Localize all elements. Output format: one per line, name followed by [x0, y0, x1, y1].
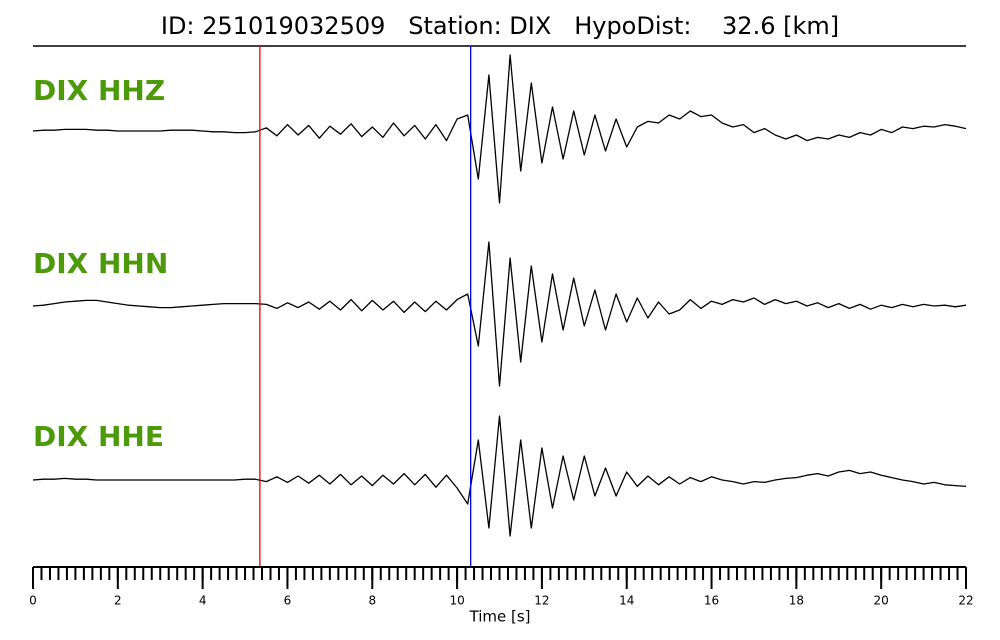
x-tick-label: 14	[619, 594, 634, 608]
trace-label: DIX HHE	[33, 420, 164, 453]
x-tick-label: 4	[199, 594, 207, 608]
x-tick-label: 0	[29, 594, 37, 608]
x-tick-label: 22	[958, 594, 973, 608]
chart-title: ID: 251019032509 Station: DIX HypoDist: …	[161, 12, 839, 40]
x-axis-label: Time [s]	[469, 608, 531, 626]
trace-label: DIX HHN	[33, 247, 168, 280]
x-tick-label: 2	[114, 594, 122, 608]
x-tick-label: 18	[789, 594, 804, 608]
trace-label: DIX HHZ	[33, 74, 165, 107]
waveform	[32, 241, 967, 387]
x-tick-label: 6	[284, 594, 292, 608]
x-tick-label: 20	[874, 594, 889, 608]
x-tick-label: 12	[534, 594, 549, 608]
x-tick-label: 16	[704, 594, 719, 608]
x-tick-label: 10	[449, 594, 464, 608]
waveform	[32, 415, 967, 537]
waveform	[32, 54, 967, 204]
x-tick-label: 8	[368, 594, 376, 608]
